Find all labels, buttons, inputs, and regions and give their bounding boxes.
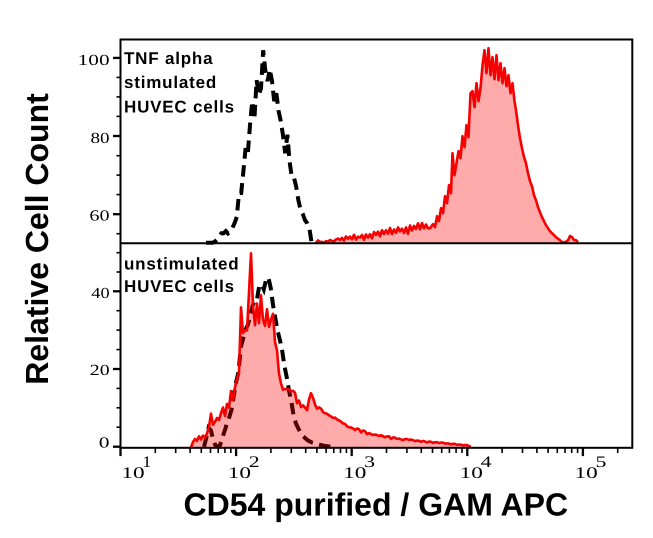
svg-text:40: 40 — [91, 285, 110, 302]
svg-text:10: 10 — [460, 465, 483, 482]
svg-text:5: 5 — [596, 454, 607, 471]
svg-text:80: 80 — [91, 130, 110, 147]
svg-text:CD54 purified / GAM APC: CD54 purified / GAM APC — [183, 486, 568, 522]
svg-text:10: 10 — [121, 465, 144, 482]
svg-text:10: 10 — [575, 465, 598, 482]
svg-text:0: 0 — [99, 434, 110, 451]
svg-text:10: 10 — [228, 465, 251, 482]
svg-text:HUVEC cells: HUVEC cells — [124, 277, 235, 296]
svg-text:4: 4 — [481, 454, 492, 471]
svg-text:100: 100 — [78, 52, 110, 69]
svg-text:20: 20 — [90, 362, 110, 379]
svg-text:TNF alpha: TNF alpha — [124, 49, 213, 68]
svg-text:HUVEC cells: HUVEC cells — [124, 97, 235, 116]
svg-text:60: 60 — [89, 208, 110, 225]
svg-text:unstimulated: unstimulated — [124, 254, 239, 273]
svg-text:Relative Cell Count: Relative Cell Count — [19, 93, 55, 385]
svg-text:1: 1 — [142, 454, 151, 471]
svg-text:3: 3 — [364, 454, 375, 471]
svg-text:2: 2 — [249, 454, 260, 471]
svg-text:stimulated: stimulated — [124, 73, 217, 92]
svg-text:10: 10 — [343, 465, 366, 482]
